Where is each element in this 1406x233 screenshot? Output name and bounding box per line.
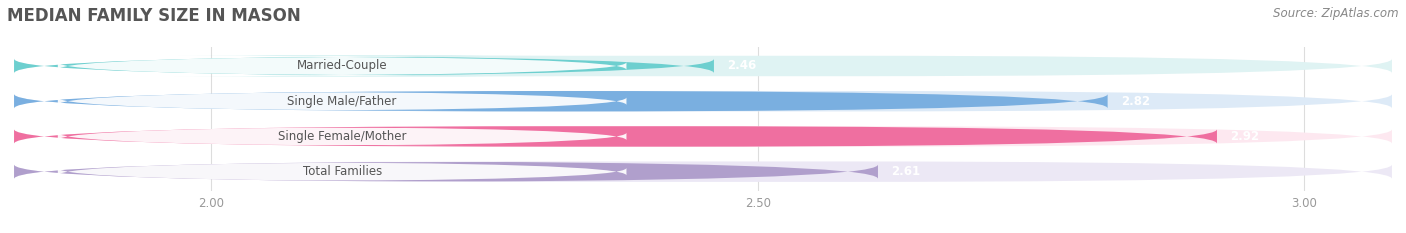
FancyBboxPatch shape — [14, 126, 1392, 147]
FancyBboxPatch shape — [14, 56, 1392, 76]
Text: Single Female/Mother: Single Female/Mother — [278, 130, 406, 143]
Text: Single Male/Father: Single Male/Father — [287, 95, 396, 108]
FancyBboxPatch shape — [58, 162, 627, 181]
FancyBboxPatch shape — [14, 126, 1218, 147]
FancyBboxPatch shape — [14, 91, 1108, 111]
FancyBboxPatch shape — [58, 92, 627, 111]
Text: Total Families: Total Families — [302, 165, 382, 178]
Text: Source: ZipAtlas.com: Source: ZipAtlas.com — [1274, 7, 1399, 20]
FancyBboxPatch shape — [14, 91, 1392, 111]
FancyBboxPatch shape — [58, 127, 627, 146]
FancyBboxPatch shape — [14, 56, 714, 76]
FancyBboxPatch shape — [58, 56, 627, 75]
FancyBboxPatch shape — [14, 161, 877, 182]
Text: 2.92: 2.92 — [1230, 130, 1260, 143]
Text: 2.46: 2.46 — [727, 59, 756, 72]
Text: 2.82: 2.82 — [1121, 95, 1150, 108]
Text: 2.61: 2.61 — [891, 165, 920, 178]
Text: Married-Couple: Married-Couple — [297, 59, 388, 72]
FancyBboxPatch shape — [14, 161, 1392, 182]
Text: MEDIAN FAMILY SIZE IN MASON: MEDIAN FAMILY SIZE IN MASON — [7, 7, 301, 25]
